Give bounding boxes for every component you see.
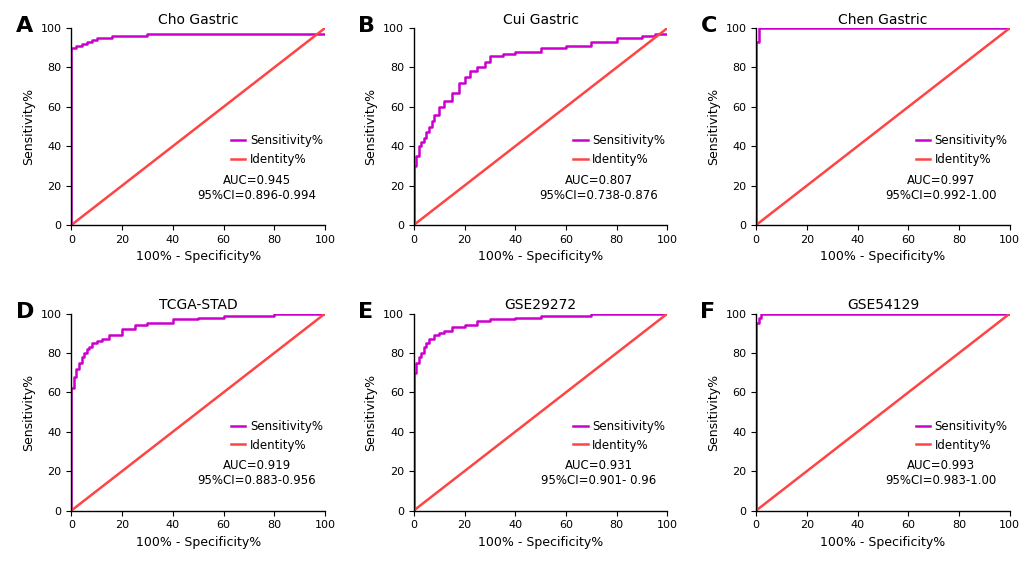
Y-axis label: Sensitivity%: Sensitivity% xyxy=(706,88,719,165)
Legend: Sensitivity%, Identity%: Sensitivity%, Identity% xyxy=(226,130,327,171)
Text: AUC=0.931
95%CI=0.901- 0.96: AUC=0.931 95%CI=0.901- 0.96 xyxy=(541,459,656,487)
Y-axis label: Sensitivity%: Sensitivity% xyxy=(364,374,377,450)
Text: AUC=0.807
95%CI=0.738-0.876: AUC=0.807 95%CI=0.738-0.876 xyxy=(539,173,657,201)
Legend: Sensitivity%, Identity%: Sensitivity%, Identity% xyxy=(226,415,327,456)
Title: GSE54129: GSE54129 xyxy=(846,298,918,312)
Text: AUC=0.919
95%CI=0.883-0.956: AUC=0.919 95%CI=0.883-0.956 xyxy=(197,459,316,487)
X-axis label: 100% - Specificity%: 100% - Specificity% xyxy=(136,250,261,263)
Text: AUC=0.993
95%CI=0.983-1.00: AUC=0.993 95%CI=0.983-1.00 xyxy=(884,459,996,487)
Text: D: D xyxy=(15,302,34,322)
Y-axis label: Sensitivity%: Sensitivity% xyxy=(22,374,35,450)
Title: TCGA-STAD: TCGA-STAD xyxy=(159,298,237,312)
X-axis label: 100% - Specificity%: 100% - Specificity% xyxy=(478,536,602,549)
Title: Chen Gastric: Chen Gastric xyxy=(838,13,926,27)
X-axis label: 100% - Specificity%: 100% - Specificity% xyxy=(819,250,945,263)
Text: A: A xyxy=(15,16,33,36)
Title: Cui Gastric: Cui Gastric xyxy=(502,13,578,27)
Text: F: F xyxy=(700,302,714,322)
Text: AUC=0.945
95%CI=0.896-0.994: AUC=0.945 95%CI=0.896-0.994 xyxy=(197,173,316,201)
Title: GSE29272: GSE29272 xyxy=(504,298,576,312)
Y-axis label: Sensitivity%: Sensitivity% xyxy=(364,88,377,165)
Text: C: C xyxy=(700,16,716,36)
X-axis label: 100% - Specificity%: 100% - Specificity% xyxy=(136,536,261,549)
X-axis label: 100% - Specificity%: 100% - Specificity% xyxy=(819,536,945,549)
Text: AUC=0.997
95%CI=0.992-1.00: AUC=0.997 95%CI=0.992-1.00 xyxy=(884,173,997,201)
Title: Cho Gastric: Cho Gastric xyxy=(158,13,238,27)
Legend: Sensitivity%, Identity%: Sensitivity%, Identity% xyxy=(568,415,669,456)
Y-axis label: Sensitivity%: Sensitivity% xyxy=(706,374,719,450)
Legend: Sensitivity%, Identity%: Sensitivity%, Identity% xyxy=(910,130,1011,171)
Y-axis label: Sensitivity%: Sensitivity% xyxy=(22,88,35,165)
Text: E: E xyxy=(358,302,373,322)
Text: B: B xyxy=(358,16,375,36)
Legend: Sensitivity%, Identity%: Sensitivity%, Identity% xyxy=(910,415,1011,456)
X-axis label: 100% - Specificity%: 100% - Specificity% xyxy=(478,250,602,263)
Legend: Sensitivity%, Identity%: Sensitivity%, Identity% xyxy=(568,130,669,171)
